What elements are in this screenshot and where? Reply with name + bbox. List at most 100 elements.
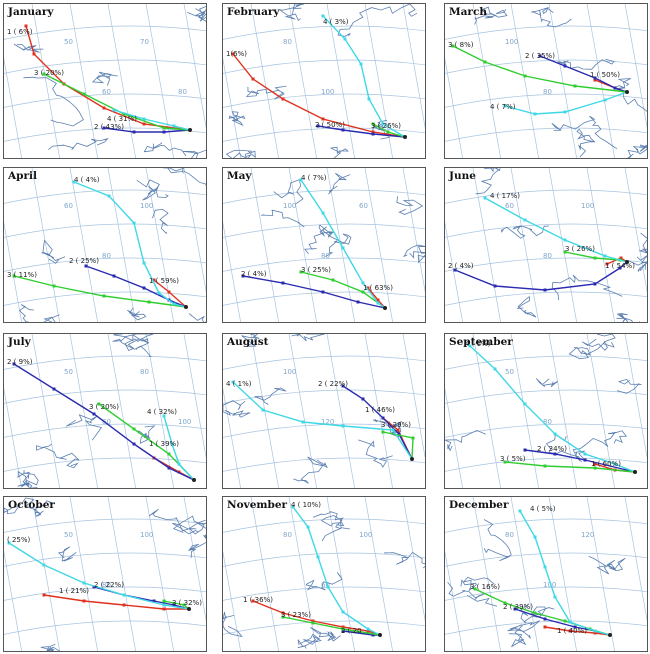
trajectory-marker xyxy=(231,52,235,56)
cluster-label-4: 4 ( 17%) xyxy=(490,192,520,200)
trajectory-cluster-2 xyxy=(317,125,406,138)
latitude-line xyxy=(223,355,425,370)
trajectory-marker xyxy=(396,428,400,432)
trajectory-marker xyxy=(82,581,86,585)
cluster-label-3: 3 ( 32%) xyxy=(172,599,202,607)
trajectory-marker xyxy=(122,112,126,116)
trajectory-marker xyxy=(251,77,255,81)
trajectory-marker xyxy=(172,302,176,306)
meridian-line xyxy=(4,387,22,488)
coastline xyxy=(531,6,572,28)
grid-degree-label: 100 xyxy=(505,38,518,46)
latitude-line xyxy=(223,59,425,74)
trajectory-marker xyxy=(177,470,181,474)
latitude-line xyxy=(445,518,647,533)
trajectory-marker xyxy=(503,601,507,605)
trajectory-marker xyxy=(593,78,597,82)
trajectory-marker xyxy=(568,629,572,633)
receptor-site-marker xyxy=(188,128,192,132)
coastline xyxy=(508,625,527,648)
latitude-line xyxy=(445,189,647,204)
grid-degree-label: 100 xyxy=(359,531,372,539)
meridian-line xyxy=(624,334,647,459)
grid-degree-label: 100 xyxy=(283,202,296,210)
meridian-line xyxy=(548,334,577,488)
latitude-line xyxy=(223,457,425,472)
meridian-line xyxy=(250,168,279,322)
latitude-line xyxy=(223,93,425,108)
trajectory-marker xyxy=(172,124,176,128)
cluster-label-2: 2 ( 25%) xyxy=(69,257,99,265)
trajectory-marker xyxy=(281,281,285,285)
cluster-label-4: 4 ( 3%) xyxy=(323,18,349,26)
trajectory-marker xyxy=(157,291,161,295)
map-panel-march: March 100 80 3 ( 8%) 2 ( 35%) 1 ( 50%) 4 ( 7%) xyxy=(444,3,648,159)
trajectory-marker xyxy=(341,610,345,614)
cluster-label-1: 1 ( 54%) xyxy=(605,262,635,270)
trajectory-marker xyxy=(618,266,622,270)
trajectory-marker xyxy=(513,607,517,611)
trajectory-marker xyxy=(97,402,101,406)
meridian-line xyxy=(183,334,206,459)
cluster-label-2: 2 ( 39%) xyxy=(503,603,533,611)
coastline xyxy=(557,58,615,70)
trajectory-marker xyxy=(381,416,385,420)
coastline xyxy=(320,515,351,542)
trajectory-marker xyxy=(593,282,597,286)
trajectory-marker xyxy=(306,525,310,529)
trajectory-marker xyxy=(563,619,567,623)
meridian-line xyxy=(326,334,355,488)
grid-degree-label: 80 xyxy=(283,38,292,46)
trajectory-marker xyxy=(533,535,537,539)
trajectory-marker xyxy=(152,278,156,282)
trajectory-marker xyxy=(553,452,557,456)
cluster-label-3: 3 ( 16%) xyxy=(470,583,500,591)
map-panel-april: April 60 80 100 4 ( 4%) 2 ( 25%) 3 ( 11%) 1 ( 5… xyxy=(3,167,207,323)
trajectory-marker xyxy=(523,74,527,78)
month-title: October xyxy=(8,499,55,511)
month-title: May xyxy=(227,170,252,182)
trajectory-marker xyxy=(299,270,303,274)
coastline xyxy=(13,43,44,53)
coastline xyxy=(551,274,623,301)
coastline xyxy=(260,209,305,228)
coastline xyxy=(36,443,80,469)
trajectory-marker xyxy=(341,629,345,633)
coastline xyxy=(273,178,304,205)
trajectory-marker xyxy=(112,274,116,278)
trajectory-cluster-2 xyxy=(524,449,636,473)
coastline xyxy=(41,239,66,264)
coastline xyxy=(483,519,512,562)
receptor-site-marker xyxy=(403,135,407,139)
cluster-label-1: 1 ( 40%) xyxy=(557,627,587,635)
meridian-line xyxy=(250,4,279,158)
latitude-line xyxy=(4,59,206,74)
trajectory-cluster-3 xyxy=(282,616,381,636)
coastline xyxy=(551,115,618,149)
meridian-line xyxy=(510,4,539,158)
latitude-line xyxy=(4,389,206,404)
meridian-line xyxy=(326,497,355,651)
meridian-line xyxy=(624,168,647,293)
cluster-label-2: 2 ( 34%) xyxy=(537,445,567,453)
meridian-line xyxy=(107,168,136,322)
trajectory-marker xyxy=(341,627,345,631)
cluster-label-4: 4 ( 1%) xyxy=(465,340,491,348)
month-title: June xyxy=(449,170,476,182)
meridian-line xyxy=(288,334,317,488)
grid-degree-label: 80 xyxy=(543,418,552,426)
grid-degree-label: 80 xyxy=(505,531,514,539)
grid-degree-label: 80 xyxy=(102,581,111,589)
grid-degree-label: 60 xyxy=(102,88,111,96)
coastline xyxy=(588,555,626,575)
meridian-line xyxy=(445,387,463,488)
coastline xyxy=(172,515,206,535)
trajectory-map: 60 80 100 4 ( 17%) 3 ( 26%) 2 ( 4%) 1 ( 54%) xyxy=(445,168,647,322)
trajectory-marker xyxy=(12,274,16,278)
coastline xyxy=(291,334,325,342)
latitude-line xyxy=(445,355,647,370)
grid-degree-label: 80 xyxy=(321,252,330,260)
cluster-label-3: 3 ( 29%) xyxy=(381,421,411,429)
meridian-line xyxy=(364,168,393,322)
trajectory-marker xyxy=(366,286,370,290)
